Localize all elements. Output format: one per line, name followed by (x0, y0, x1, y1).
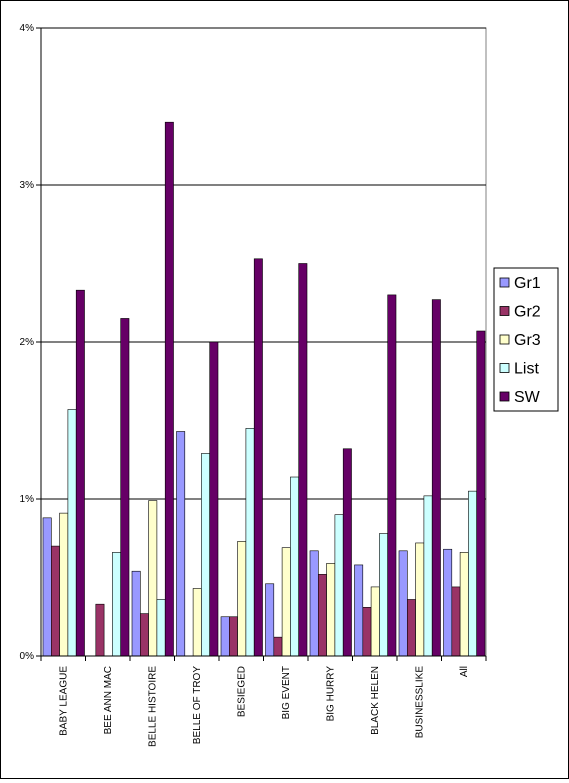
bar-gr2-8 (406, 599, 416, 657)
bar-gr1-3 (176, 431, 186, 657)
bar-sw-2 (164, 121, 174, 657)
bar-gr1-6 (309, 550, 319, 657)
bar-gr3-6 (326, 563, 336, 657)
legend-label-list: List (514, 361, 539, 378)
bars-group (42, 121, 486, 657)
bar-gr2-6 (317, 574, 327, 657)
legend-swatch-sw (499, 391, 510, 402)
bar-gr2-4 (229, 616, 238, 657)
bar-sw-0 (75, 289, 85, 657)
y-tick-label: 0% (20, 651, 35, 662)
x-tick-label: BABY LEAGUE (58, 666, 69, 736)
bar-gr1-7 (354, 564, 364, 657)
bar-gr2-9 (451, 586, 461, 657)
bar-gr3-8 (415, 542, 425, 657)
legend-label-gr3: Gr3 (514, 332, 541, 349)
bar-gr1-9 (443, 548, 453, 657)
bar-gr1-4 (220, 616, 230, 657)
bar-sw-4 (253, 258, 263, 657)
bar-gr1-2 (131, 570, 141, 657)
x-tick-label: BELLE HISTOIRE (147, 666, 158, 747)
y-axis: 0% 1% 2% 3% 4% (20, 23, 42, 662)
y-tick-label: 4% (20, 23, 35, 34)
y-tick-label: 3% (20, 180, 35, 191)
bar-gr3-9 (459, 552, 469, 657)
bar-gr3-7 (370, 586, 380, 657)
bar-gr1-8 (398, 550, 408, 657)
legend-swatch-gr2 (499, 306, 510, 316)
bar-gr2-0 (50, 545, 60, 657)
y-tick-label: 1% (20, 494, 35, 505)
bar-sw-1 (120, 318, 130, 657)
bar-list-4 (245, 428, 255, 657)
bar-list-3 (201, 453, 210, 657)
bar-gr3-3 (192, 588, 202, 657)
legend-label-sw: SW (514, 389, 541, 406)
bar-gr2-1 (95, 603, 105, 657)
bar-gr1-5 (265, 583, 275, 657)
x-tick-label: BELLE OF TROY (192, 666, 203, 745)
legend: Gr1 Gr2 Gr3 List SW (493, 267, 559, 412)
x-tick-label: BUSINESSLIKE (414, 666, 425, 739)
bar-gr3-5 (281, 547, 291, 657)
legend-swatch-gr3 (499, 334, 510, 345)
bar-gr3-4 (237, 541, 247, 657)
legend-swatch-list (499, 363, 510, 373)
bar-sw-3 (209, 341, 219, 657)
bar-list-0 (67, 409, 77, 657)
bar-gr3-0 (59, 512, 69, 657)
legend-label-gr2: Gr2 (514, 304, 541, 321)
x-tick-label: BESIEGED (236, 666, 247, 717)
bar-gr2-5 (273, 636, 283, 657)
bar-sw-5 (298, 263, 308, 657)
x-tick-label: BEE ANN MAC (103, 666, 114, 734)
legend-swatch-gr1 (499, 277, 510, 288)
bar-gr2-2 (140, 613, 149, 657)
bar-sw-6 (342, 448, 352, 657)
x-axis: BABY LEAGUE BEE ANN MAC BELLE HISTOIRE BELL… (40, 655, 487, 747)
bar-sw-7 (387, 294, 397, 657)
x-tick-label: BLACK HELEN (370, 666, 381, 735)
legend-label-gr1: Gr1 (514, 275, 541, 292)
bar-list-8 (423, 495, 433, 657)
y-tick-label: 2% (20, 337, 35, 348)
x-tick-label: BIG EVENT (281, 666, 292, 719)
bar-sw-8 (431, 299, 441, 657)
bar-sw-9 (476, 330, 486, 657)
bar-gr3-2 (148, 500, 158, 657)
bar-list-9 (468, 490, 477, 657)
bar-list-2 (156, 599, 166, 657)
gridlines (41, 27, 486, 500)
bar-list-5 (290, 476, 299, 657)
bar-gr1-0 (42, 517, 52, 657)
bar-list-1 (112, 552, 122, 657)
bar-gr2-7 (362, 607, 372, 657)
bar-list-7 (379, 533, 388, 657)
x-tick-label: BIG HURRY (325, 666, 336, 722)
x-tick-label: All (459, 666, 470, 677)
bar-list-6 (334, 514, 344, 657)
